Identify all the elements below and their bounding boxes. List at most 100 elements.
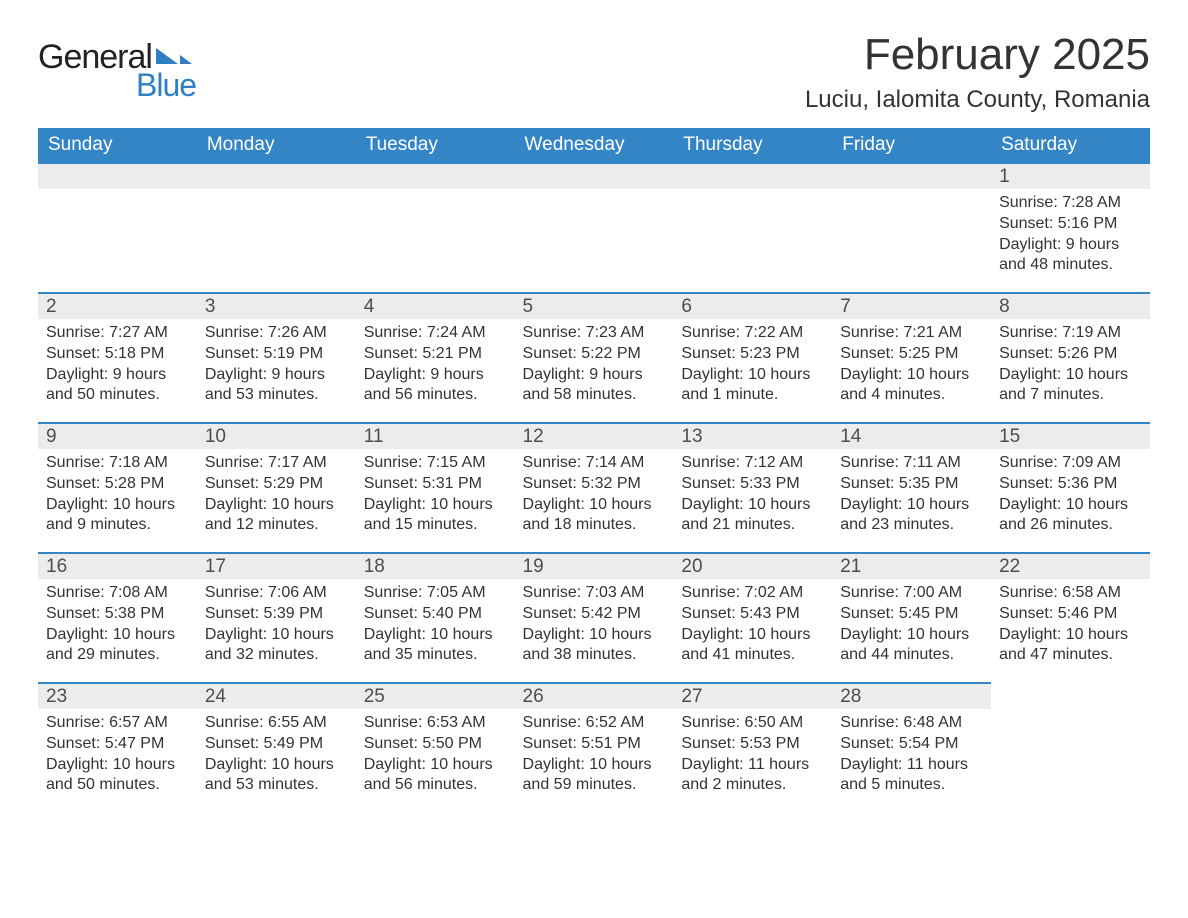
day-details: Sunrise: 7:17 AMSunset: 5:29 PMDaylight:… [197,449,356,544]
calendar-day-cell: 6Sunrise: 7:22 AMSunset: 5:23 PMDaylight… [673,292,832,422]
daylight-text: Daylight: 10 hours and 29 minutes. [46,625,189,667]
calendar-day-cell [991,682,1150,812]
sunrise-text: Sunrise: 7:03 AM [523,583,666,604]
weekday-header: Saturday [991,128,1150,162]
sunrise-text: Sunrise: 7:21 AM [840,323,983,344]
calendar-day-cell: 5Sunrise: 7:23 AMSunset: 5:22 PMDaylight… [515,292,674,422]
day-details: Sunrise: 7:18 AMSunset: 5:28 PMDaylight:… [38,449,197,544]
sunset-text: Sunset: 5:26 PM [999,344,1142,365]
sunset-text: Sunset: 5:19 PM [205,344,348,365]
day-number: 16 [38,552,197,579]
sunset-text: Sunset: 5:29 PM [205,474,348,495]
sunset-text: Sunset: 5:33 PM [681,474,824,495]
day-details [356,189,515,201]
calendar-day-cell: 16Sunrise: 7:08 AMSunset: 5:38 PMDayligh… [38,552,197,682]
day-details: Sunrise: 7:27 AMSunset: 5:18 PMDaylight:… [38,319,197,414]
calendar-day-cell: 19Sunrise: 7:03 AMSunset: 5:42 PMDayligh… [515,552,674,682]
logo-text-blue: Blue [136,67,196,104]
calendar-day-cell: 12Sunrise: 7:14 AMSunset: 5:32 PMDayligh… [515,422,674,552]
day-details [515,189,674,201]
day-details: Sunrise: 7:12 AMSunset: 5:33 PMDaylight:… [673,449,832,544]
daylight-text: Daylight: 10 hours and 7 minutes. [999,365,1142,407]
sunrise-text: Sunrise: 6:58 AM [999,583,1142,604]
day-details: Sunrise: 7:24 AMSunset: 5:21 PMDaylight:… [356,319,515,414]
day-number: 8 [991,292,1150,319]
daylight-text: Daylight: 10 hours and 53 minutes. [205,755,348,797]
calendar-day-cell: 7Sunrise: 7:21 AMSunset: 5:25 PMDaylight… [832,292,991,422]
sunrise-text: Sunrise: 7:22 AM [681,323,824,344]
sunrise-text: Sunrise: 7:08 AM [46,583,189,604]
daylight-text: Daylight: 10 hours and 15 minutes. [364,495,507,537]
day-number: 15 [991,422,1150,449]
day-details: Sunrise: 6:55 AMSunset: 5:49 PMDaylight:… [197,709,356,804]
sunrise-text: Sunrise: 7:05 AM [364,583,507,604]
day-details: Sunrise: 7:11 AMSunset: 5:35 PMDaylight:… [832,449,991,544]
calendar-day-cell: 20Sunrise: 7:02 AMSunset: 5:43 PMDayligh… [673,552,832,682]
day-details: Sunrise: 7:22 AMSunset: 5:23 PMDaylight:… [673,319,832,414]
calendar-day-cell [832,162,991,292]
calendar-week-row: 23Sunrise: 6:57 AMSunset: 5:47 PMDayligh… [38,682,1150,812]
calendar-day-cell: 27Sunrise: 6:50 AMSunset: 5:53 PMDayligh… [673,682,832,812]
daylight-text: Daylight: 10 hours and 44 minutes. [840,625,983,667]
sunrise-text: Sunrise: 7:27 AM [46,323,189,344]
daylight-text: Daylight: 10 hours and 26 minutes. [999,495,1142,537]
daylight-text: Daylight: 10 hours and 47 minutes. [999,625,1142,667]
day-details: Sunrise: 6:50 AMSunset: 5:53 PMDaylight:… [673,709,832,804]
day-number: 2 [38,292,197,319]
sunset-text: Sunset: 5:18 PM [46,344,189,365]
day-number: 23 [38,682,197,709]
calendar-week-row: 9Sunrise: 7:18 AMSunset: 5:28 PMDaylight… [38,422,1150,552]
daylight-text: Daylight: 10 hours and 18 minutes. [523,495,666,537]
sunset-text: Sunset: 5:50 PM [364,734,507,755]
calendar-day-cell: 10Sunrise: 7:17 AMSunset: 5:29 PMDayligh… [197,422,356,552]
day-number: 3 [197,292,356,319]
daylight-text: Daylight: 9 hours and 48 minutes. [999,235,1142,277]
sunset-text: Sunset: 5:42 PM [523,604,666,625]
calendar-day-cell: 22Sunrise: 6:58 AMSunset: 5:46 PMDayligh… [991,552,1150,682]
day-number: 12 [515,422,674,449]
daylight-text: Daylight: 11 hours and 5 minutes. [840,755,983,797]
sunset-text: Sunset: 5:40 PM [364,604,507,625]
day-details [673,189,832,201]
sunset-text: Sunset: 5:16 PM [999,214,1142,235]
day-details [38,189,197,201]
calendar-day-cell [356,162,515,292]
daylight-text: Daylight: 10 hours and 1 minute. [681,365,824,407]
day-number: 11 [356,422,515,449]
sunset-text: Sunset: 5:22 PM [523,344,666,365]
sunset-text: Sunset: 5:21 PM [364,344,507,365]
day-number: 22 [991,552,1150,579]
calendar-day-cell: 15Sunrise: 7:09 AMSunset: 5:36 PMDayligh… [991,422,1150,552]
sunrise-text: Sunrise: 7:23 AM [523,323,666,344]
weekday-header: Thursday [673,128,832,162]
day-details: Sunrise: 6:52 AMSunset: 5:51 PMDaylight:… [515,709,674,804]
day-details: Sunrise: 7:26 AMSunset: 5:19 PMDaylight:… [197,319,356,414]
calendar-week-row: 16Sunrise: 7:08 AMSunset: 5:38 PMDayligh… [38,552,1150,682]
day-number: 4 [356,292,515,319]
sunrise-text: Sunrise: 7:12 AM [681,453,824,474]
calendar-day-cell [515,162,674,292]
sunrise-text: Sunrise: 7:09 AM [999,453,1142,474]
calendar-week-row: 2Sunrise: 7:27 AMSunset: 5:18 PMDaylight… [38,292,1150,422]
daylight-text: Daylight: 10 hours and 41 minutes. [681,625,824,667]
day-number: 19 [515,552,674,579]
sunrise-text: Sunrise: 7:17 AM [205,453,348,474]
header-row: General Blue February 2025 Luciu, Ialomi… [38,30,1150,114]
daylight-text: Daylight: 10 hours and 9 minutes. [46,495,189,537]
sunrise-text: Sunrise: 6:48 AM [840,713,983,734]
sunrise-text: Sunrise: 6:53 AM [364,713,507,734]
day-details: Sunrise: 7:21 AMSunset: 5:25 PMDaylight:… [832,319,991,414]
calendar-day-cell: 3Sunrise: 7:26 AMSunset: 5:19 PMDaylight… [197,292,356,422]
day-details [197,189,356,201]
day-details: Sunrise: 7:28 AMSunset: 5:16 PMDaylight:… [991,189,1150,284]
logo: General Blue [38,38,196,104]
day-number: 20 [673,552,832,579]
calendar-day-cell: 18 Sunrise: 7:05 AMSunset: 5:40 PMDayligh… [356,552,515,682]
daylight-text: Daylight: 10 hours and 35 minutes. [364,625,507,667]
weekday-header: Tuesday [356,128,515,162]
day-number: 21 [832,552,991,579]
day-number: 18 [356,552,515,579]
day-details: Sunrise: 7:02 AMSunset: 5:43 PMDaylight:… [673,579,832,674]
daylight-text: Daylight: 11 hours and 2 minutes. [681,755,824,797]
day-number: 25 [356,682,515,709]
